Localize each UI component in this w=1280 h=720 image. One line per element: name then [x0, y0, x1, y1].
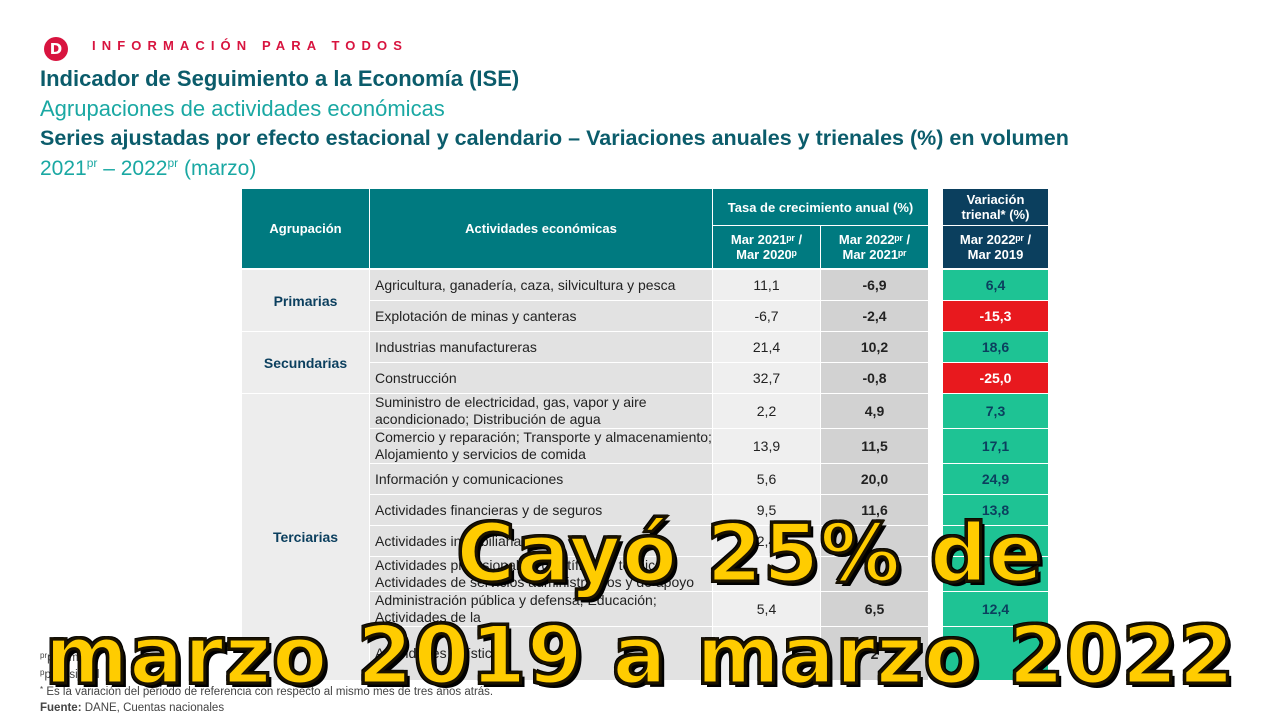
- header-agrupacion: Agrupación: [242, 189, 369, 268]
- table-cell-annual-2021: 32,7: [713, 363, 820, 393]
- table-cell-trienal: 17,1: [943, 429, 1048, 463]
- table-cell-trienal: 13,8: [943, 495, 1048, 525]
- table-cell-trienal: -15,3: [943, 301, 1048, 331]
- header-trienal: Variación trienal* (%): [943, 189, 1048, 225]
- table-row-activity: Industrias manufactureras: [370, 332, 712, 362]
- group-primarias: Primarias: [242, 270, 369, 331]
- period-sup-a: pr: [86, 156, 98, 170]
- period-sup-b: pr: [167, 156, 179, 170]
- table-cell-annual-2021: 11,1: [713, 270, 820, 300]
- table-cell-annual-2022: -0,8: [821, 363, 928, 393]
- table-cell-annual-2021: 2,4: [713, 526, 820, 556]
- table-cell-annual-2022: [821, 526, 928, 556]
- overlay-headline-line2: marzo 2019 a marzo 2022: [43, 608, 1236, 703]
- table-cell-annual-2022: 10,2: [821, 332, 928, 362]
- group-secundarias: Secundarias: [242, 332, 369, 393]
- table-cell-trienal: 18,6: [943, 332, 1048, 362]
- table-cell-annual-2022: -6,9: [821, 270, 928, 300]
- period-month: (marzo): [178, 157, 257, 180]
- table-cell-trienal: 24,9: [943, 464, 1048, 494]
- table-cell-annual-2022: 11,5: [821, 429, 928, 463]
- period-year-a: 2021: [40, 157, 87, 180]
- page-title: Indicador de Seguimiento a la Economía (…: [40, 66, 520, 91]
- logo-icon: D: [44, 37, 68, 61]
- table-row-activity: Agricultura, ganadería, caza, silvicultu…: [370, 270, 712, 300]
- table-cell-annual-2021: 21,4: [713, 332, 820, 362]
- table-cell-trienal: 6,4: [943, 270, 1048, 300]
- table-cell-annual-2022: 4,9: [821, 394, 928, 428]
- footnote-star-text: Es la variación del periodo de referenci…: [43, 686, 494, 698]
- table-cell-annual-2021: 9,5: [713, 495, 820, 525]
- table-cell-trienal: 12,4: [943, 592, 1048, 626]
- group-terciarias: Terciarias: [242, 394, 369, 680]
- footnote-source: Fuente: DANE, Cuentas nacionales: [40, 702, 224, 714]
- footnote-source-text: DANE, Cuentas nacionales: [81, 702, 225, 714]
- table-cell-annual-2022: 6,5: [821, 592, 928, 626]
- table-cell-annual-2021: 2,2: [713, 394, 820, 428]
- footnote-p-text: provisional: [44, 669, 100, 681]
- table-row-activity: Comercio y reparación; Transporte y alma…: [370, 429, 712, 463]
- header-actividades: Actividades económicas: [370, 189, 712, 268]
- table-cell-annual-2021: 13,9: [713, 429, 820, 463]
- footnote-pr-text: preliminar: [47, 652, 98, 664]
- series-description: Series ajustadas por efecto estacional y…: [40, 126, 1069, 150]
- footnote-preliminar: prpreliminar: [40, 651, 98, 664]
- table-cell-annual-2022: 2: [821, 627, 928, 680]
- table-cell-annual-2022: 11,6: [821, 495, 928, 525]
- table-cell-trienal: 7,3: [943, 394, 1048, 428]
- table-row-activity: Explotación de minas y canteras: [370, 301, 712, 331]
- table-cell-annual-2021: -6,7: [713, 301, 820, 331]
- table-cell-annual-2022: -2,4: [821, 301, 928, 331]
- table-row-activity: Información y comunicaciones: [370, 464, 712, 494]
- table-row-activity: Actividades inmobiliarias: [370, 526, 712, 556]
- table-cell-annual-2021: [713, 557, 820, 591]
- header-col3: Mar 2022ᵖʳ / Mar 2019: [943, 226, 1048, 268]
- header-tasa: Tasa de crecimiento anual (%): [713, 189, 928, 225]
- table-row-activity: Suministro de electricidad, gas, vapor y…: [370, 394, 712, 428]
- table-cell-trienal: [943, 557, 1048, 591]
- table-cell-trienal: -25,0: [943, 363, 1048, 393]
- footnote-p-sup: p: [40, 668, 45, 677]
- page-subtitle: Agrupaciones de actividades económicas: [40, 96, 445, 121]
- table-cell-annual-2021: 5,4: [713, 592, 820, 626]
- table-cell-annual-2021: 2: [713, 627, 820, 680]
- table-row-activity: Construcción: [370, 363, 712, 393]
- header-col1: Mar 2021ᵖʳ / Mar 2020ᵖ: [713, 226, 820, 268]
- table-cell-trienal: [943, 526, 1048, 556]
- footnote-trienal: * Es la variación del periodo de referen…: [40, 685, 493, 698]
- footnote-provisional: pprovisional: [40, 668, 99, 681]
- footnote-star-sup: *: [40, 685, 44, 694]
- footnote-pr-sup: pr: [40, 651, 48, 660]
- period-year-b: – 2022: [97, 157, 168, 180]
- table-row-activity: Actividades financieras y de seguros: [370, 495, 712, 525]
- table-cell-trienal: [943, 627, 1048, 680]
- table-row-activity: Actividades artísticas: [370, 627, 712, 680]
- overlay-headline-line1: Cayó 25% de: [455, 506, 1044, 601]
- period-label: 2021pr – 2022pr (marzo): [40, 156, 256, 181]
- footnote-source-label: Fuente:: [40, 702, 82, 714]
- table-cell-annual-2022: 7,: [821, 557, 928, 591]
- table-row-activity: Actividades profesionales, científicas y…: [370, 557, 712, 591]
- table-row-activity: Administración pública y defensa; Educac…: [370, 592, 712, 626]
- table-cell-annual-2022: 20,0: [821, 464, 928, 494]
- header-col2: Mar 2022ᵖʳ / Mar 2021ᵖʳ: [821, 226, 928, 268]
- table-cell-annual-2021: 5,6: [713, 464, 820, 494]
- tagline: INFORMACIÓN PARA TODOS: [92, 38, 408, 53]
